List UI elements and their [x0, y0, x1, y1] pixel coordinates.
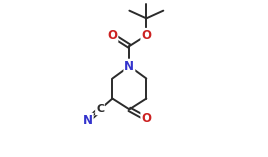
Text: O: O	[141, 29, 151, 42]
Text: O: O	[107, 29, 117, 42]
Text: N: N	[83, 114, 93, 127]
Text: C: C	[96, 104, 104, 114]
Text: N: N	[124, 60, 134, 73]
Text: O: O	[141, 112, 151, 125]
